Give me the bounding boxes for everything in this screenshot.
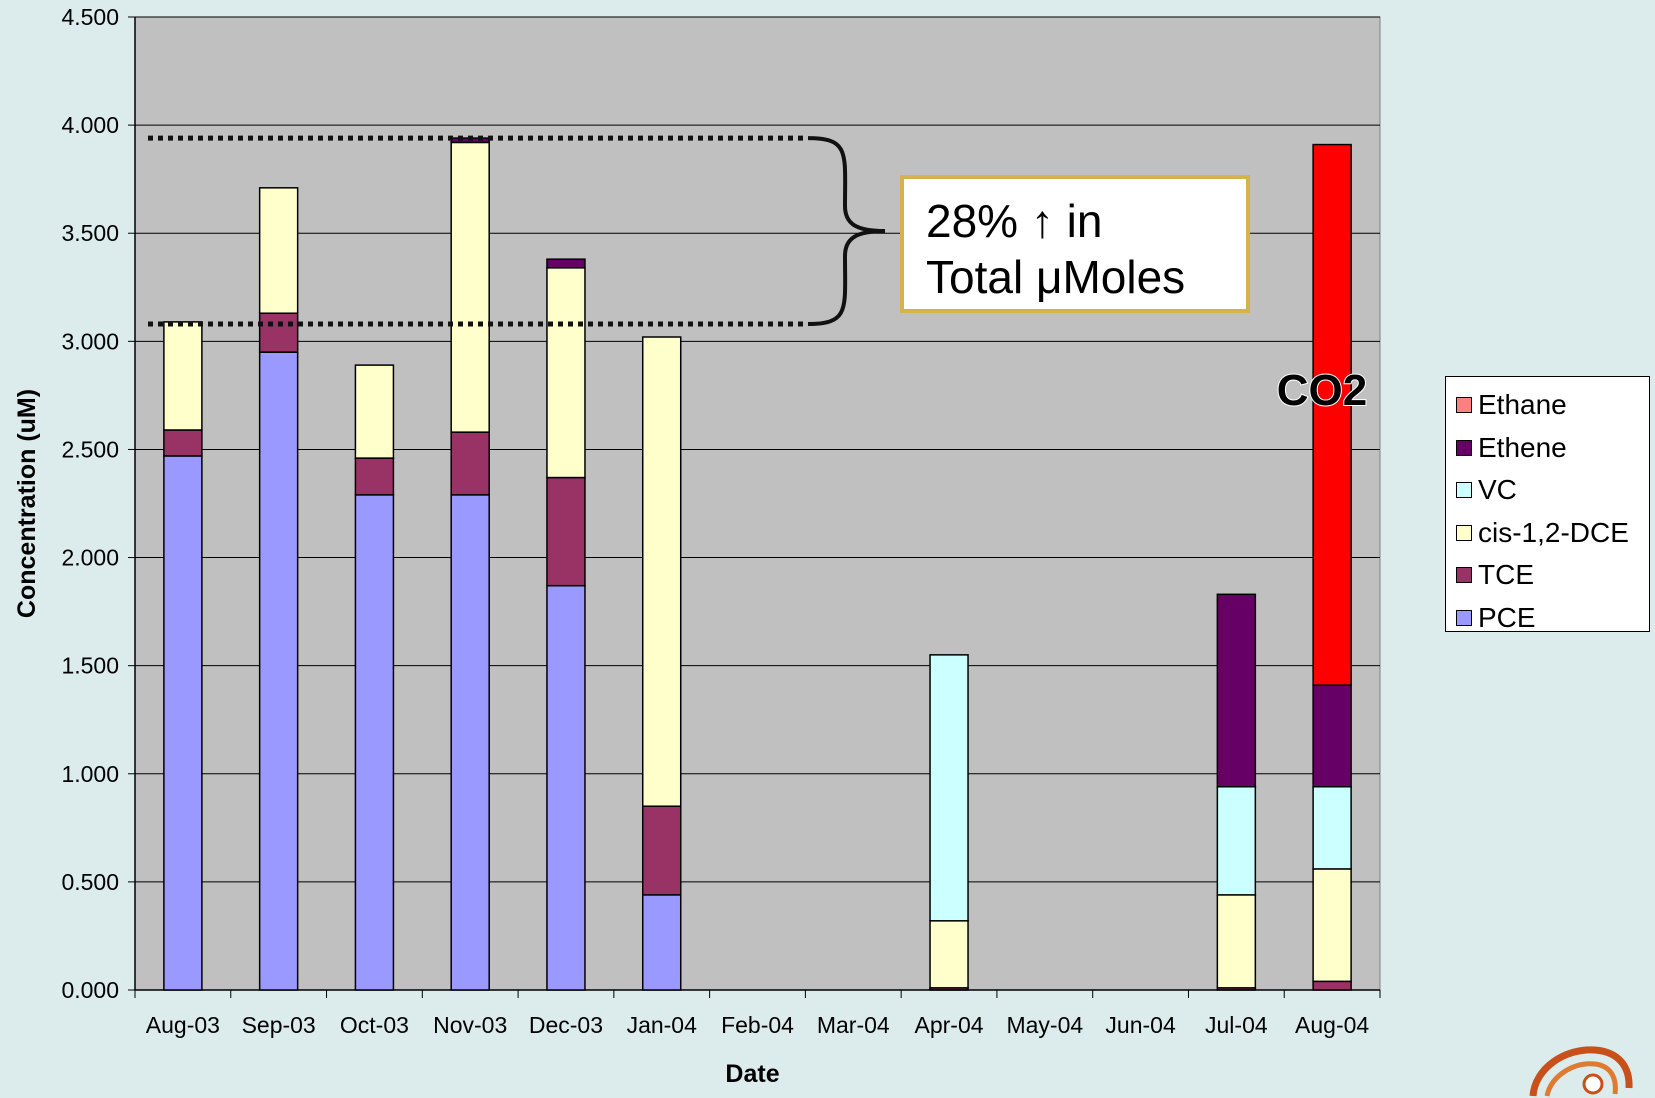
legend-item: VC — [1456, 469, 1649, 512]
legend-label: PCE — [1478, 601, 1536, 633]
bar-segment — [258, 351, 299, 991]
bar-segment — [1216, 786, 1257, 896]
y-tick-label: 2.500 — [61, 436, 119, 462]
y-tick-label: 2.000 — [61, 545, 119, 571]
legend-label: cis-1,2-DCE — [1478, 516, 1629, 548]
bar-segment — [450, 431, 490, 496]
bar-segment — [546, 267, 586, 479]
legend-label: Ethane — [1478, 389, 1567, 421]
plot-area — [134, 16, 1381, 991]
annotation-callout: 28% ↑ in Total μMoles — [900, 175, 1250, 313]
x-tick-label: Mar-04 — [817, 1012, 890, 1038]
bar-segment — [258, 187, 299, 314]
legend-swatch — [1456, 482, 1472, 499]
y-tick-label: 4.000 — [61, 112, 119, 138]
bar-segment — [354, 364, 395, 459]
bar-segment — [163, 321, 203, 431]
bar-segment — [1312, 980, 1352, 991]
bar-segment — [641, 336, 682, 807]
x-tick-label: May-04 — [1006, 1012, 1083, 1038]
legend-label: TCE — [1478, 559, 1534, 591]
legend-label: VC — [1478, 474, 1517, 506]
bar-segment — [354, 494, 395, 991]
x-tick-label: Oct-03 — [340, 1012, 409, 1038]
bar-segment — [354, 457, 395, 496]
bar-segment — [163, 429, 203, 457]
legend-item: TCE — [1456, 554, 1649, 597]
bar-segment — [1312, 868, 1352, 983]
legend-swatch — [1456, 609, 1472, 626]
legend-item: PCE — [1456, 597, 1649, 640]
x-tick-label: Jun-04 — [1105, 1012, 1176, 1038]
y-tick-label: 1.500 — [61, 653, 119, 679]
legend-item: Ethane — [1456, 384, 1649, 427]
bar-segment — [258, 312, 299, 353]
bar-segment — [1216, 894, 1257, 989]
legend-swatch — [1456, 524, 1472, 541]
bar-segment — [929, 920, 969, 989]
bar-segment — [546, 584, 586, 991]
y-axis-title: Concentration (uM) — [13, 389, 41, 618]
x-tick-label: Apr-04 — [915, 1012, 984, 1038]
y-tick-label: 1.000 — [61, 761, 119, 787]
x-axis-title: Date — [725, 1060, 779, 1085]
bar-segment — [450, 141, 490, 433]
x-tick-label: Jul-04 — [1205, 1012, 1268, 1038]
callout-line-2: Total μMoles — [926, 251, 1186, 303]
x-tick-label: Nov-03 — [433, 1012, 507, 1038]
bar-segment — [1312, 684, 1352, 788]
bar-segment — [641, 894, 682, 991]
x-tick-label: Dec-03 — [529, 1012, 603, 1038]
x-tick-label: Feb-04 — [721, 1012, 794, 1038]
x-tick-label: Jan-04 — [627, 1012, 698, 1038]
y-tick-label: 3.500 — [61, 220, 119, 246]
logo — [1529, 1046, 1633, 1097]
x-tick-label: Aug-03 — [146, 1012, 220, 1038]
legend-swatch — [1456, 397, 1472, 414]
bar-segment — [929, 654, 969, 922]
bar-segment — [641, 805, 682, 896]
bar-segment — [1312, 143, 1352, 686]
legend-item: Ethene — [1456, 427, 1649, 470]
legend-label: Ethene — [1478, 431, 1567, 463]
callout-line-1: 28% ↑ in — [926, 195, 1103, 247]
bar-segment — [1216, 593, 1257, 788]
bar-segment — [450, 494, 490, 991]
legend: Ethane Ethene VC cis-1,2-DCE TCE PCE — [1445, 376, 1650, 633]
x-tick-label: Aug-04 — [1295, 1012, 1369, 1038]
legend-swatch — [1456, 567, 1472, 584]
y-tick-label: 0.000 — [61, 977, 119, 1003]
bar-segment — [1312, 786, 1352, 870]
y-tick-label: 3.000 — [61, 328, 119, 354]
brace — [807, 136, 886, 327]
y-tick-label: 4.500 — [61, 4, 119, 30]
legend-swatch — [1456, 439, 1472, 456]
bar-segment — [163, 455, 203, 991]
x-tick-label: Sep-03 — [242, 1012, 316, 1038]
co2-label: CO2 — [1277, 366, 1367, 415]
bar-segment — [546, 476, 586, 587]
y-tick-label: 0.500 — [61, 869, 119, 895]
bar-segment — [546, 258, 586, 269]
legend-item: cis-1,2-DCE — [1456, 512, 1649, 555]
